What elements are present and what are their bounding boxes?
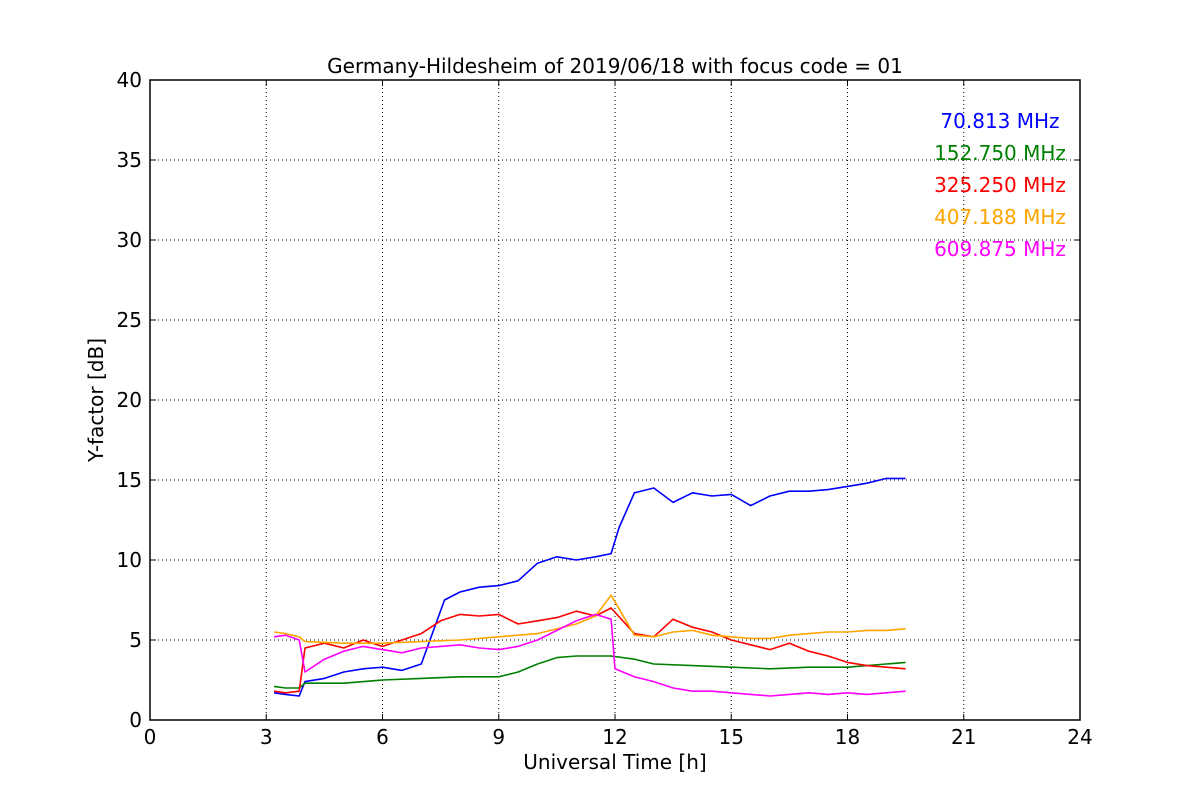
x-axis-label: Universal Time [h] (523, 750, 706, 774)
y-tick-label: 0 (129, 708, 142, 732)
y-tick-label: 35 (117, 148, 142, 172)
y-tick-label: 20 (117, 388, 142, 412)
legend: 70.813 MHz 152.750 MHz 325.250 MHz 407.188 … (934, 109, 1066, 261)
series-line-1 (273, 477, 906, 697)
y-tick-label: 15 (117, 468, 142, 492)
series-line-5 (273, 613, 906, 697)
x-tick-label: 6 (376, 725, 389, 749)
legend-entry: 609.875 MHz (934, 237, 1066, 261)
series-line-4 (273, 594, 906, 645)
legend-entry: 325.250 MHz (934, 173, 1066, 197)
x-tick-label: 3 (260, 725, 273, 749)
chart-title: Germany-Hildesheim of 2019/06/18 with fo… (327, 54, 903, 78)
series-line-2 (273, 655, 906, 689)
x-tick-label: 21 (951, 725, 976, 749)
x-tick-label: 9 (492, 725, 505, 749)
x-tick-label: 24 (1067, 725, 1092, 749)
y-axis-label: Y-factor [dB] (84, 338, 108, 463)
y-tick-label: 10 (117, 548, 142, 572)
series-layer (273, 477, 906, 697)
legend-entry: 152.750 MHz (934, 141, 1066, 165)
y-tick-label: 30 (117, 228, 142, 252)
y-tick-label: 25 (117, 308, 142, 332)
legend-entry: 70.813 MHz (940, 109, 1059, 133)
x-tick-label: 18 (835, 725, 860, 749)
x-tick-label: 15 (719, 725, 744, 749)
legend-entry: 407.188 MHz (934, 205, 1066, 229)
x-tick-label: 12 (602, 725, 627, 749)
axis-ticks: 0 3 6 9 12 15 18 21 24 0 5 10 15 20 25 30 35 40 (117, 68, 1093, 749)
y-tick-label: 40 (117, 68, 142, 92)
grid (150, 80, 1080, 720)
x-tick-label: 0 (144, 725, 157, 749)
y-tick-label: 5 (129, 628, 142, 652)
